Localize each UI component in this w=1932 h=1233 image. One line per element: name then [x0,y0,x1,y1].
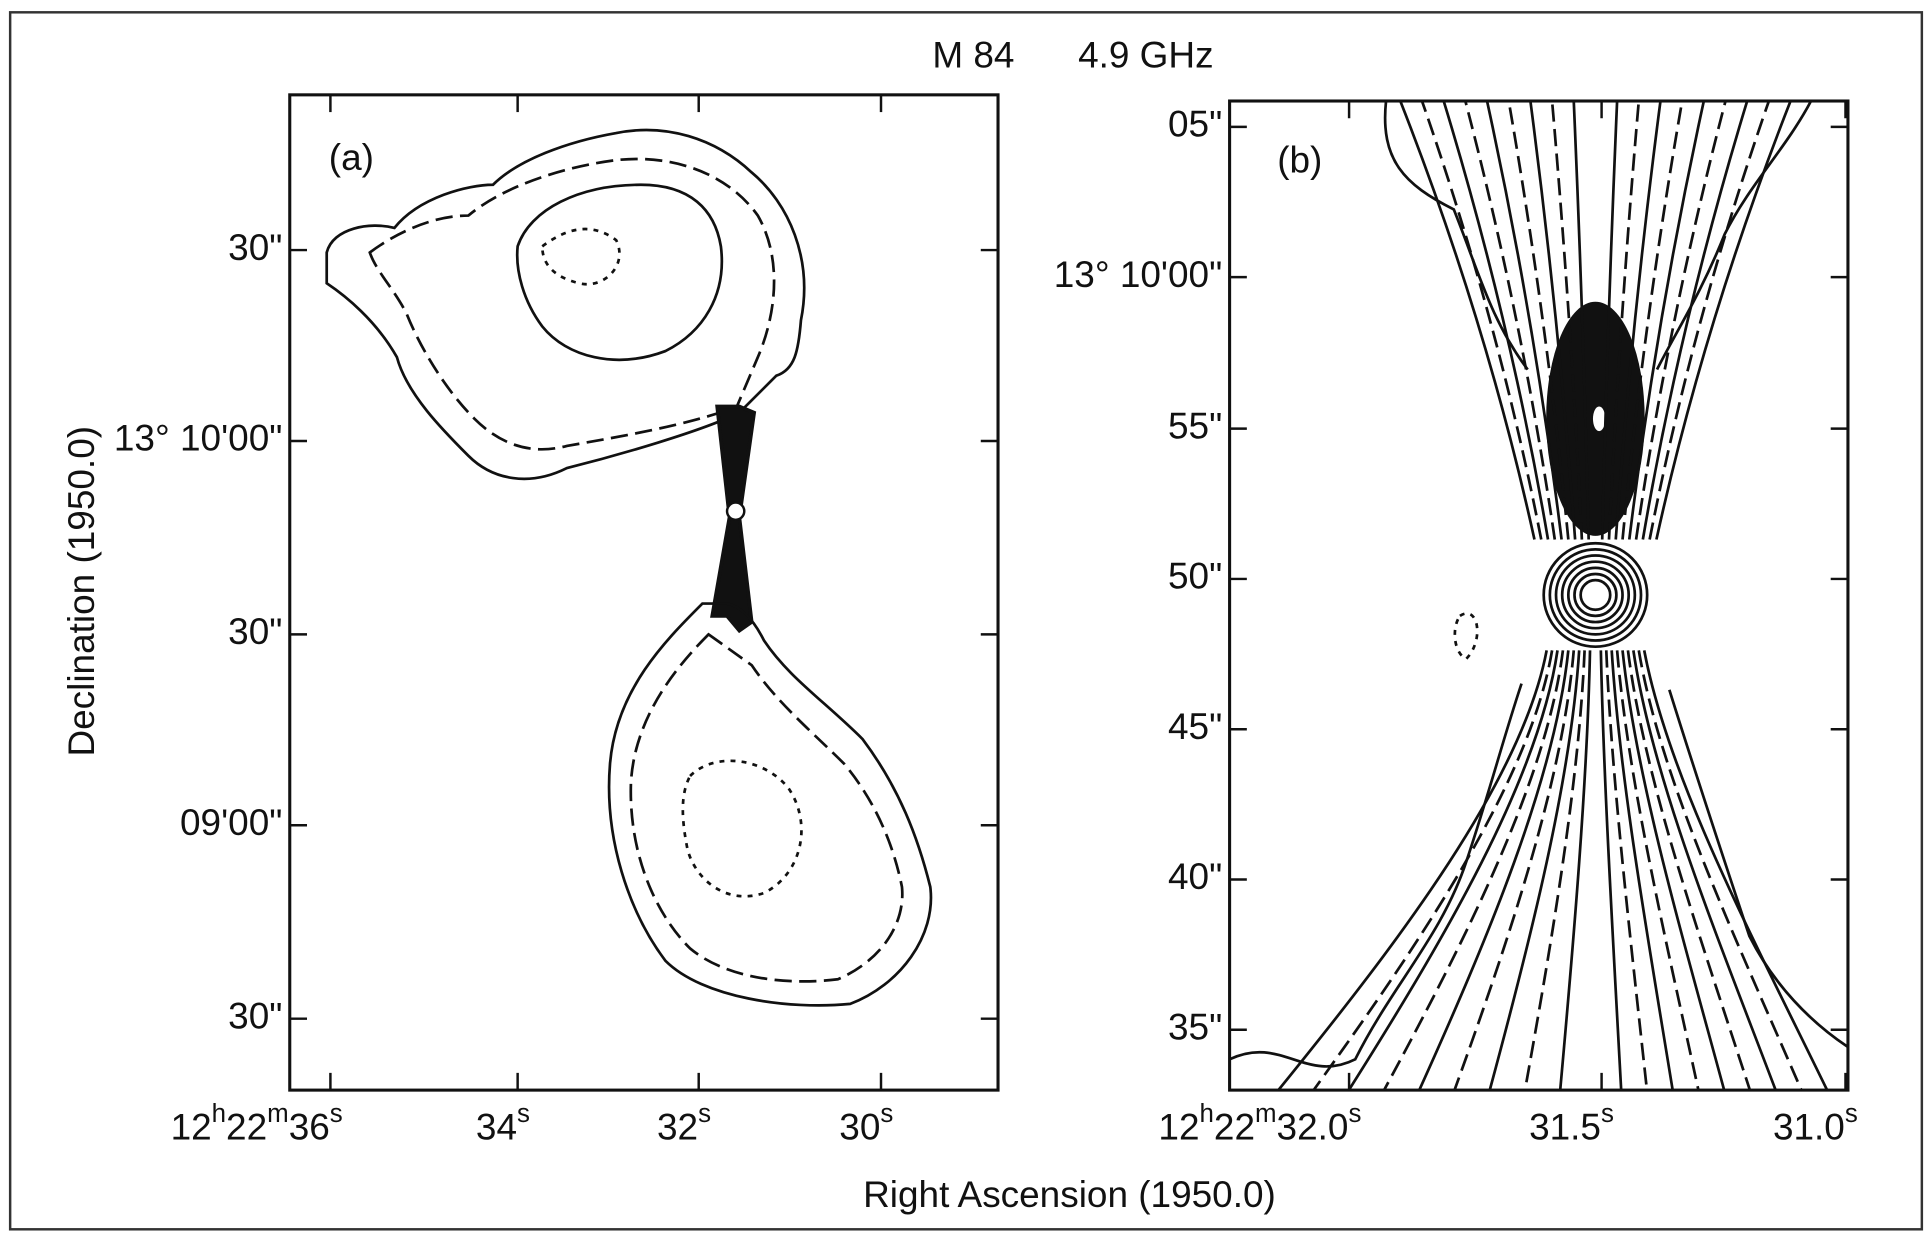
contour [1566,566,1624,624]
y-tick-label: 13° 10'00" [114,418,282,459]
x-tick-label: 34s [476,1100,530,1148]
x-tick-label-part: 32.0 [1277,1106,1349,1147]
panel-a: (a) [288,93,1000,1092]
panel-frame [1228,99,1850,1092]
x-tick-label-part: s [1845,1100,1858,1128]
x-axis-label: Right Ascension (1950.0) [863,1174,1276,1215]
y-tick-label: 50" [1168,556,1222,597]
y-tick-label: 30" [228,611,282,652]
y-tick-label: 55" [1168,405,1222,446]
contours [325,128,933,1007]
x-tick-label-part: 12 [171,1106,212,1147]
x-tick-label-part: 32 [657,1106,698,1147]
contour [1579,578,1612,612]
x-tick-label-part: m [1255,1100,1277,1128]
contour [1523,650,1649,1091]
contour [1550,101,1641,540]
y-tick-label: 30" [228,227,282,268]
x-tick-label-part: s [1601,1100,1614,1128]
y-tick-label: 40" [1168,856,1222,897]
contour [1542,541,1649,649]
contour [1453,650,1700,1091]
panel-b: (b) [1228,99,1850,1092]
x-tick-label-part: s [1348,1100,1361,1128]
title-frequency: 4.9 GHz [1078,35,1214,76]
contour [1488,650,1675,1091]
x-tick-label-part: h [212,1100,226,1128]
contour [1560,560,1631,630]
x-tick-label-part: 22 [1214,1106,1255,1147]
contour [1277,650,1829,1091]
y-tick-label: 45" [1168,706,1222,747]
x-tick-label-part: 22 [226,1106,267,1147]
x-tick-label-part: h [1200,1100,1214,1128]
x-tick-label-part: 12 [1158,1106,1199,1147]
x-tick-label: 31.0s [1773,1100,1858,1148]
panel-frame [288,93,1000,1092]
x-tick-label: 12h22m36s [171,1100,343,1148]
contour [1229,683,1848,1068]
contour [1399,101,1792,540]
x-tick-label-part: m [267,1100,289,1128]
contour [1347,650,1777,1091]
contour [1383,101,1813,371]
x-tick-label: 30s [839,1100,893,1148]
contour [1507,101,1684,540]
x-tick-label: 31.5s [1529,1100,1614,1148]
x-tick-label-part: 34 [476,1106,517,1147]
contour [1573,572,1618,618]
y-tick-label: 30" [228,995,282,1036]
contour [1558,650,1623,1091]
x-tick-label-part: s [517,1100,530,1128]
contour [1420,101,1771,540]
contours [1229,101,1848,1091]
contour [1485,101,1706,540]
y-tick-label: 09'00" [180,802,282,843]
y-axis-label: Declination (1950.0) [61,426,102,757]
x-tick-label-part: 30 [839,1106,880,1147]
x-tick-label-part: 31.0 [1773,1106,1845,1147]
y-tick-label: 13° 10'00" [1054,254,1222,295]
x-tick-label-part: 31.5 [1529,1106,1601,1147]
y-tick-label: 35" [1168,1007,1222,1048]
x-tick-label-part: s [330,1100,343,1128]
contour [1382,650,1752,1091]
contour [1418,650,1726,1091]
contour [1554,554,1637,636]
x-tick-label: 12h22m32.0s [1158,1100,1361,1148]
contour [1548,548,1643,642]
x-tick-label: 32s [657,1100,711,1148]
contour [1464,101,1727,540]
x-tick-label-part: s [880,1100,893,1128]
x-tick-label-part: 36 [289,1106,330,1147]
contour [1572,101,1619,540]
figure-border [8,11,1924,1231]
contour [1529,101,1662,540]
panel-label: (a) [329,137,374,178]
panel-label: (b) [1277,139,1322,180]
title-object: M 84 [932,35,1014,76]
x-tick-label-part: s [698,1100,711,1128]
y-tick-label: 05" [1168,104,1222,145]
